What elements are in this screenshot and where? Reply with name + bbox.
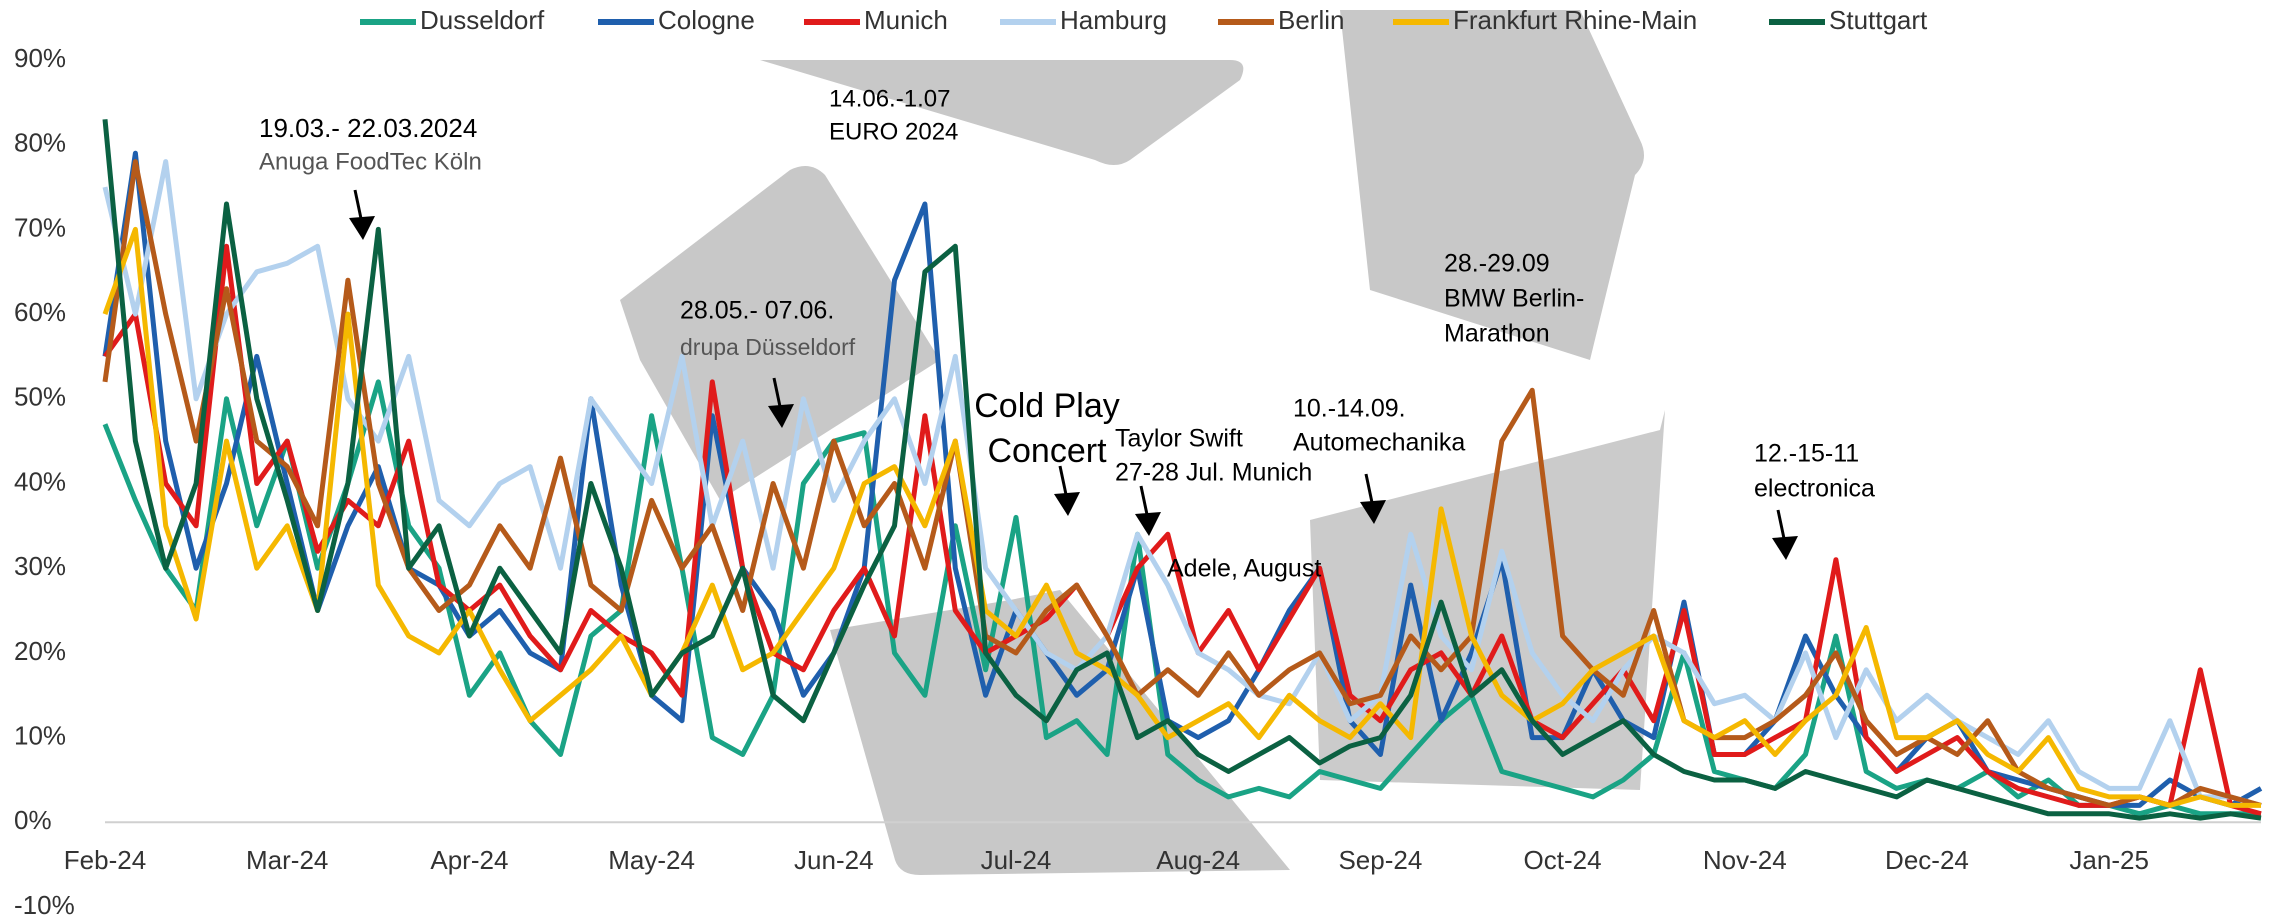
annotation: Automechanika: [1293, 429, 1465, 457]
annotation: Marathon: [1444, 320, 1550, 348]
annotation: Concert: [987, 432, 1107, 470]
y-tick-label: 80%: [14, 128, 66, 158]
annotation-arrowhead: [1054, 492, 1080, 516]
annotation: 14.06.-1.07: [829, 85, 950, 112]
x-tick-label: Jul-24: [981, 845, 1052, 875]
annotation: electronica: [1754, 475, 1875, 503]
annotation: EURO 2024: [829, 118, 958, 145]
series-line: [102, 379, 2261, 817]
legend-label: Munich: [864, 5, 948, 35]
annotation-arrowhead: [1360, 500, 1386, 524]
annotation: 28.05.- 07.06.: [680, 297, 834, 325]
y-tick-label: 10%: [14, 720, 66, 750]
y-tick-label: 50%: [14, 382, 66, 412]
annotation: 10.-14.09.: [1293, 395, 1406, 423]
x-tick-label: Jan-25: [2069, 845, 2149, 875]
y-tick-label: -10%: [14, 890, 75, 920]
annotation: 19.03.- 22.03.2024: [259, 113, 477, 143]
legend-label: Dusseldorf: [420, 5, 545, 35]
annotation: 28.-29.09: [1444, 250, 1550, 278]
legend-label: Frankfurt Rhine-Main: [1453, 5, 1697, 35]
annotation: drupa Düsseldorf: [680, 334, 856, 360]
x-tick-label: Apr-24: [430, 845, 508, 875]
y-tick-label: 30%: [14, 551, 66, 581]
annotation: BMW Berlin-: [1444, 285, 1584, 313]
x-tick-label: Mar-24: [246, 845, 328, 875]
annotation-arrowhead: [1772, 536, 1798, 560]
series-line: [102, 159, 2262, 808]
x-tick-label: Sep-24: [1338, 845, 1422, 875]
x-tick-label: Feb-24: [64, 845, 146, 875]
x-tick-label: May-24: [608, 845, 695, 875]
annotation-arrowhead: [1135, 512, 1161, 536]
series-line: [102, 243, 2262, 817]
x-tick-label: Jun-24: [794, 845, 874, 875]
y-tick-label: 90%: [14, 43, 66, 73]
y-tick-label: 40%: [14, 466, 66, 496]
legend-label: Berlin: [1278, 5, 1344, 35]
annotation: 12.-15-11: [1754, 440, 1859, 468]
legend-label: Stuttgart: [1829, 5, 1928, 35]
annotation-arrowhead: [349, 216, 375, 240]
x-tick-label: Nov-24: [1703, 845, 1787, 875]
series-line: [102, 119, 2262, 821]
annotation: Anuga FoodTec Köln: [259, 148, 482, 175]
annotation: Adele, August: [1167, 555, 1321, 583]
x-tick-label: Oct-24: [1524, 845, 1602, 875]
annotation: Taylor Swift: [1115, 425, 1243, 453]
y-tick-label: 0%: [14, 805, 52, 835]
y-tick-label: 20%: [14, 636, 66, 666]
legend-label: Cologne: [658, 5, 755, 35]
series-line: [102, 226, 2261, 808]
annotation: Cold Play: [974, 387, 1120, 425]
legend-label: Hamburg: [1060, 5, 1167, 35]
y-tick-label: 70%: [14, 212, 66, 242]
x-tick-label: Dec-24: [1885, 845, 1969, 875]
annotation: 27-28 Jul. Munich: [1115, 459, 1312, 487]
y-tick-label: 60%: [14, 297, 66, 327]
series-line: [102, 159, 2262, 808]
annotation-arrowhead: [768, 404, 794, 428]
x-tick-label: Aug-24: [1156, 845, 1240, 875]
